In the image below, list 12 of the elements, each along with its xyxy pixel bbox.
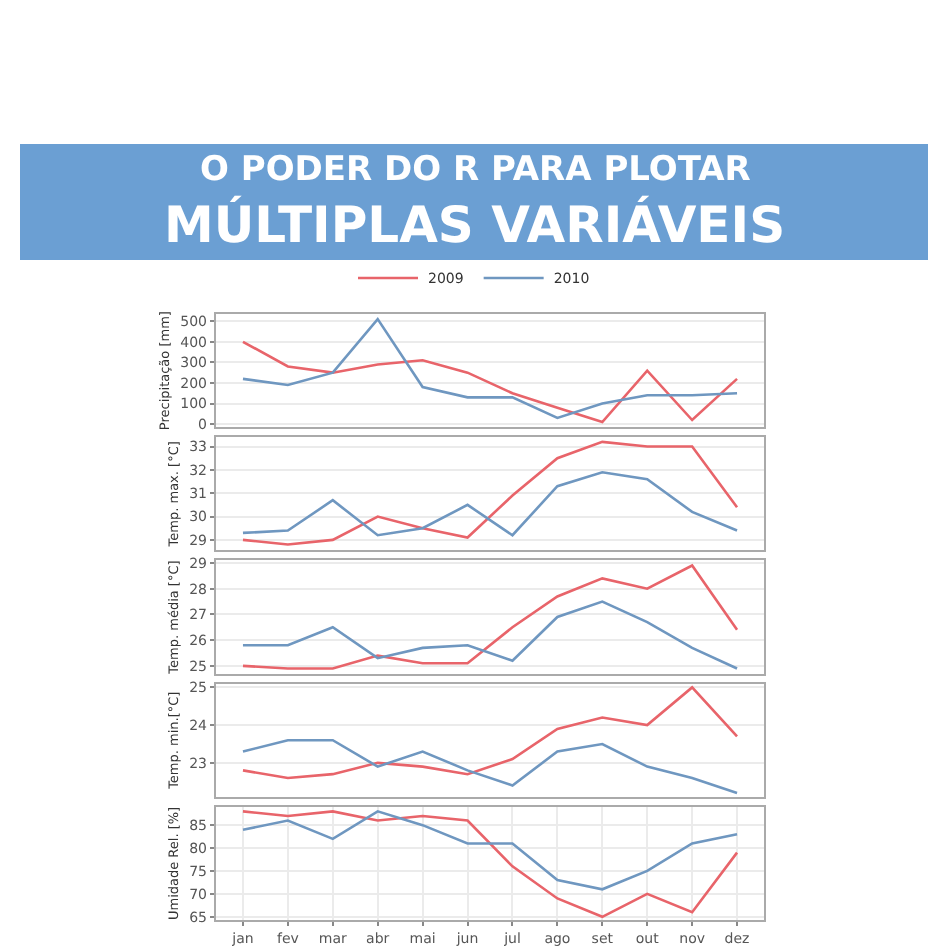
line-series: [241, 440, 739, 546]
line-series: [241, 470, 739, 537]
line-series: [241, 564, 739, 670]
line-series: [241, 810, 739, 891]
line-series: [241, 738, 739, 795]
chart-title: O PODER DO R PARA PLOTAR: [200, 150, 751, 190]
line-series: [241, 810, 739, 919]
line-series: [241, 340, 739, 424]
chart-subtitle: MÚLTIPLAS VARIÁVEIS: [164, 194, 786, 254]
line-series: [241, 317, 739, 420]
line-series: [241, 686, 739, 780]
line-series: [241, 600, 739, 670]
